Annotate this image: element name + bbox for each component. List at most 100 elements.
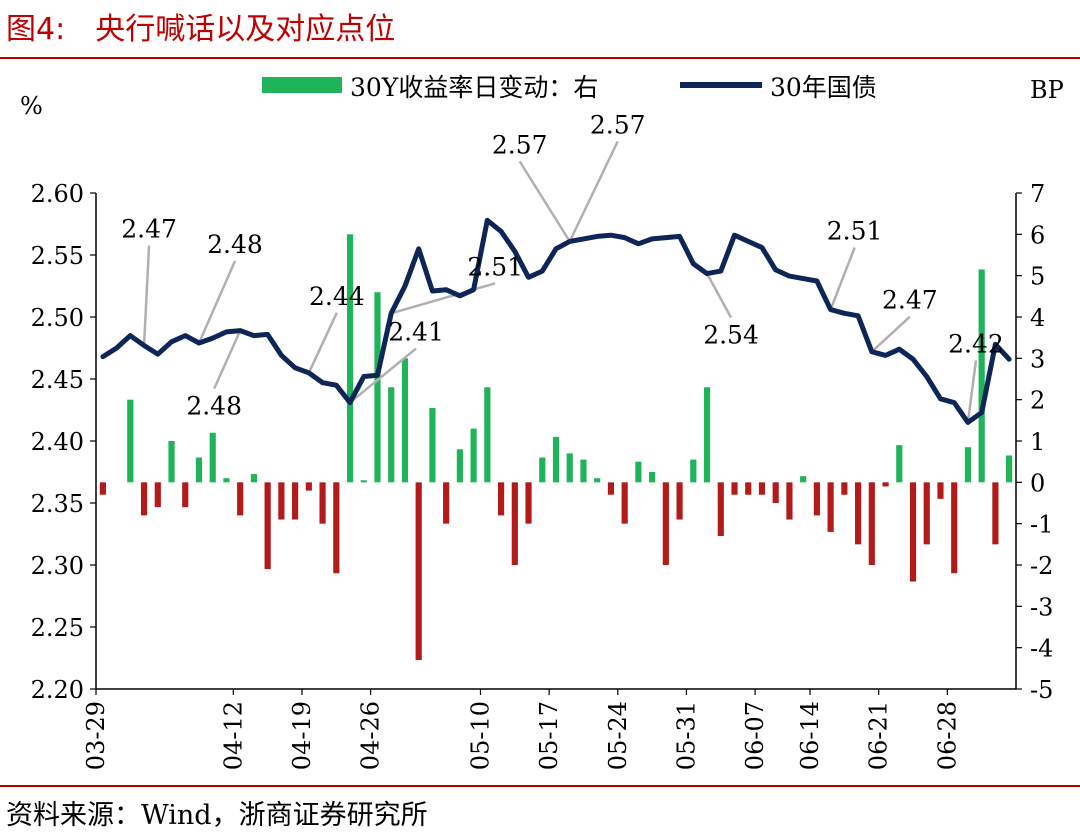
bar-positive	[539, 457, 546, 483]
bar-negative	[786, 482, 793, 520]
left-tick-label: 2.60	[31, 180, 84, 208]
annotation-label: 2.47	[882, 286, 938, 315]
left-axis-unit: %	[20, 92, 43, 120]
right-tick-label: 3	[1030, 345, 1045, 373]
bar-negative	[443, 482, 450, 524]
bar-negative	[855, 482, 862, 545]
figure-title: 图4: 央行喊话以及对应点位	[6, 4, 395, 48]
right-tick-label: 4	[1030, 304, 1045, 332]
legend-bar-label: 30Y收益率日变动：右	[350, 73, 598, 102]
bar-negative	[951, 482, 958, 574]
bond-yield-line	[100, 217, 1012, 425]
bar-negative	[827, 482, 834, 532]
bar-positive	[429, 407, 436, 483]
annotation-label: 2.41	[388, 318, 444, 347]
bar-positive	[1006, 455, 1013, 483]
bar-positive	[195, 457, 203, 483]
right-tick-label: 5	[1030, 263, 1045, 291]
x-tick-label: 04-19	[288, 701, 316, 770]
bar-positive	[690, 459, 697, 483]
bar-positive	[552, 436, 560, 483]
left-tick-label: 2.30	[31, 552, 84, 580]
annotation-label: 2.47	[121, 215, 177, 244]
bar-negative	[292, 482, 299, 520]
bar-positive	[456, 449, 463, 483]
bar-negative	[182, 482, 189, 508]
bar-positive	[401, 358, 409, 483]
left-tick-label: 2.55	[31, 242, 84, 270]
bar-negative	[772, 482, 779, 503]
legend-line-label: 30年国债	[770, 73, 877, 102]
right-tick-label: -3	[1030, 593, 1053, 621]
left-tick-label: 2.25	[31, 614, 84, 642]
right-tick-label: 0	[1030, 469, 1045, 497]
bar-positive	[703, 387, 711, 483]
bar-positive	[470, 428, 477, 483]
annotation-label: 2.51	[467, 252, 523, 281]
bar-positive	[594, 478, 601, 483]
bar-negative	[909, 482, 917, 582]
bar-positive	[580, 459, 587, 483]
bar-positive	[896, 445, 903, 483]
bar-negative	[841, 482, 848, 495]
bar-negative	[923, 482, 930, 545]
bar-negative	[264, 482, 271, 570]
bar-positive	[168, 441, 175, 483]
figure-title-text: 央行喊话以及对应点位	[95, 12, 396, 47]
bar-positive	[209, 432, 216, 483]
bar-negative	[813, 482, 820, 516]
right-tick-label: -5	[1030, 676, 1053, 704]
annotation-label: 2.57	[492, 130, 548, 159]
bar-negative	[662, 482, 669, 565]
annotation-label: 2.42	[948, 329, 1004, 358]
bar-negative	[99, 482, 106, 495]
bar-negative	[415, 482, 422, 661]
bar-negative	[868, 482, 875, 565]
bar-negative	[497, 482, 505, 516]
axes: 2.60 2.55 2.50 2.45 2.40 2.35 2.30 2.25 2.20 7 6 5 4…	[31, 180, 1054, 770]
legend-bar-swatch	[262, 77, 342, 93]
bar-negative	[717, 482, 724, 537]
right-tick-label: 7	[1030, 180, 1045, 208]
bar-negative	[731, 482, 738, 495]
x-tick-label: 04-26	[357, 701, 385, 770]
x-tick-label: 06-21	[865, 701, 893, 770]
source-note: 资料来源：Wind，浙商证券研究所	[6, 800, 428, 831]
right-tick-label: -4	[1030, 635, 1053, 663]
bar-positive	[360, 480, 367, 483]
bar-negative	[607, 482, 615, 495]
bar-negative	[937, 482, 944, 499]
left-tick-label: 2.20	[31, 676, 84, 704]
bar-positive	[374, 292, 381, 483]
right-tick-label: 2	[1030, 387, 1045, 415]
right-tick-label: 1	[1030, 428, 1045, 456]
x-tick-label: 05-17	[535, 701, 563, 770]
bar-positive	[223, 478, 230, 483]
bar-negative	[237, 482, 244, 516]
right-tick-label: -1	[1030, 511, 1053, 539]
bar-negative	[333, 482, 340, 574]
left-tick-label: 2.40	[31, 428, 84, 456]
annotation-leader	[349, 347, 417, 404]
right-tick-label: -2	[1030, 552, 1053, 580]
line-series	[100, 217, 1012, 425]
bar-negative	[621, 482, 628, 524]
bar-negative	[992, 482, 999, 545]
annotation-label: 2.48	[207, 230, 263, 259]
legend: 30Y收益率日变动：右 30年国债	[262, 73, 877, 102]
annotation-label: 2.57	[590, 110, 646, 139]
x-tick-label: 06-07	[741, 701, 769, 770]
annotation-leader	[197, 260, 237, 344]
bar-positive	[566, 453, 573, 483]
annotation-labels: 2.47 2.48 2.48 2.44 2.41 2.51 2.57 2.57 2.54 2.51…	[121, 110, 1004, 420]
x-tick-label: 06-14	[796, 701, 824, 770]
bar-positive	[250, 474, 257, 483]
bar-positive	[978, 269, 985, 483]
bars	[99, 234, 1013, 661]
bar-positive	[964, 447, 972, 483]
bar-negative	[305, 482, 312, 491]
bar-negative	[882, 482, 889, 487]
bar-negative	[745, 482, 752, 495]
annotation-leader	[307, 312, 338, 374]
chart-canvas: 30Y收益率日变动：右 30年国债 % BP 2.602.552.502.452…	[20, 73, 1064, 770]
